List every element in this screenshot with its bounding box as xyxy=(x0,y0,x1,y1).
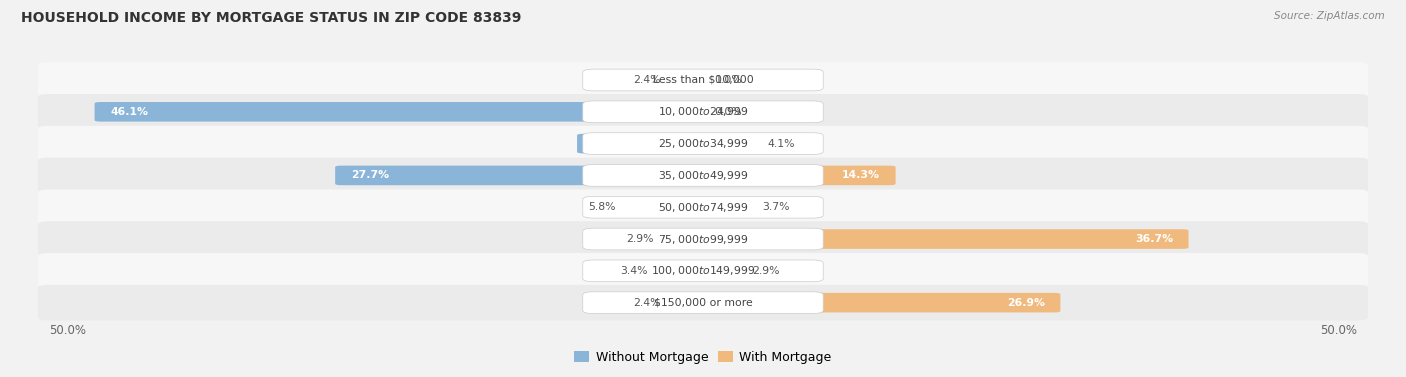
Text: 3.4%: 3.4% xyxy=(620,266,647,276)
FancyBboxPatch shape xyxy=(582,101,823,123)
FancyBboxPatch shape xyxy=(697,261,747,280)
Text: 46.1%: 46.1% xyxy=(110,107,148,117)
FancyBboxPatch shape xyxy=(582,164,823,186)
FancyBboxPatch shape xyxy=(697,198,756,217)
Text: 5.8%: 5.8% xyxy=(589,202,616,212)
Text: 26.9%: 26.9% xyxy=(1007,298,1045,308)
FancyBboxPatch shape xyxy=(38,285,1368,320)
FancyBboxPatch shape xyxy=(335,166,709,185)
FancyBboxPatch shape xyxy=(582,69,823,91)
Text: 2.9%: 2.9% xyxy=(626,234,654,244)
Text: 9.2%: 9.2% xyxy=(592,139,623,149)
FancyBboxPatch shape xyxy=(697,293,1060,313)
Text: 2.9%: 2.9% xyxy=(752,266,780,276)
Text: $10,000 to $24,999: $10,000 to $24,999 xyxy=(658,105,748,118)
FancyBboxPatch shape xyxy=(697,229,1188,249)
Text: 14.3%: 14.3% xyxy=(842,170,880,181)
Text: HOUSEHOLD INCOME BY MORTGAGE STATUS IN ZIP CODE 83839: HOUSEHOLD INCOME BY MORTGAGE STATUS IN Z… xyxy=(21,11,522,25)
Text: $35,000 to $49,999: $35,000 to $49,999 xyxy=(658,169,748,182)
FancyBboxPatch shape xyxy=(582,292,823,314)
Text: $100,000 to $149,999: $100,000 to $149,999 xyxy=(651,264,755,277)
FancyBboxPatch shape xyxy=(697,134,762,153)
FancyBboxPatch shape xyxy=(38,221,1368,257)
Text: 50.0%: 50.0% xyxy=(1320,324,1357,337)
FancyBboxPatch shape xyxy=(582,196,823,218)
Text: 0.0%: 0.0% xyxy=(714,107,742,117)
FancyBboxPatch shape xyxy=(38,253,1368,289)
FancyBboxPatch shape xyxy=(38,94,1368,130)
Text: $25,000 to $34,999: $25,000 to $34,999 xyxy=(658,137,748,150)
FancyBboxPatch shape xyxy=(666,70,709,90)
Text: 50.0%: 50.0% xyxy=(49,324,86,337)
FancyBboxPatch shape xyxy=(652,261,709,280)
FancyBboxPatch shape xyxy=(38,189,1368,225)
Text: Less than $10,000: Less than $10,000 xyxy=(652,75,754,85)
FancyBboxPatch shape xyxy=(621,198,709,217)
Text: $75,000 to $99,999: $75,000 to $99,999 xyxy=(658,233,748,245)
FancyBboxPatch shape xyxy=(576,134,709,153)
FancyBboxPatch shape xyxy=(659,229,709,249)
Text: 27.7%: 27.7% xyxy=(350,170,389,181)
FancyBboxPatch shape xyxy=(666,293,709,313)
FancyBboxPatch shape xyxy=(582,228,823,250)
FancyBboxPatch shape xyxy=(582,260,823,282)
Text: $150,000 or more: $150,000 or more xyxy=(654,298,752,308)
FancyBboxPatch shape xyxy=(94,102,709,121)
Text: Source: ZipAtlas.com: Source: ZipAtlas.com xyxy=(1274,11,1385,21)
Text: 0.0%: 0.0% xyxy=(714,75,742,85)
FancyBboxPatch shape xyxy=(38,158,1368,193)
Text: 2.4%: 2.4% xyxy=(633,75,661,85)
Text: $50,000 to $74,999: $50,000 to $74,999 xyxy=(658,201,748,214)
Legend: Without Mortgage, With Mortgage: Without Mortgage, With Mortgage xyxy=(569,346,837,369)
Text: 2.4%: 2.4% xyxy=(633,298,661,308)
FancyBboxPatch shape xyxy=(582,133,823,155)
Text: 3.7%: 3.7% xyxy=(762,202,790,212)
FancyBboxPatch shape xyxy=(38,126,1368,161)
FancyBboxPatch shape xyxy=(697,166,896,185)
FancyBboxPatch shape xyxy=(38,62,1368,98)
Text: 36.7%: 36.7% xyxy=(1135,234,1173,244)
Text: 4.1%: 4.1% xyxy=(768,139,796,149)
